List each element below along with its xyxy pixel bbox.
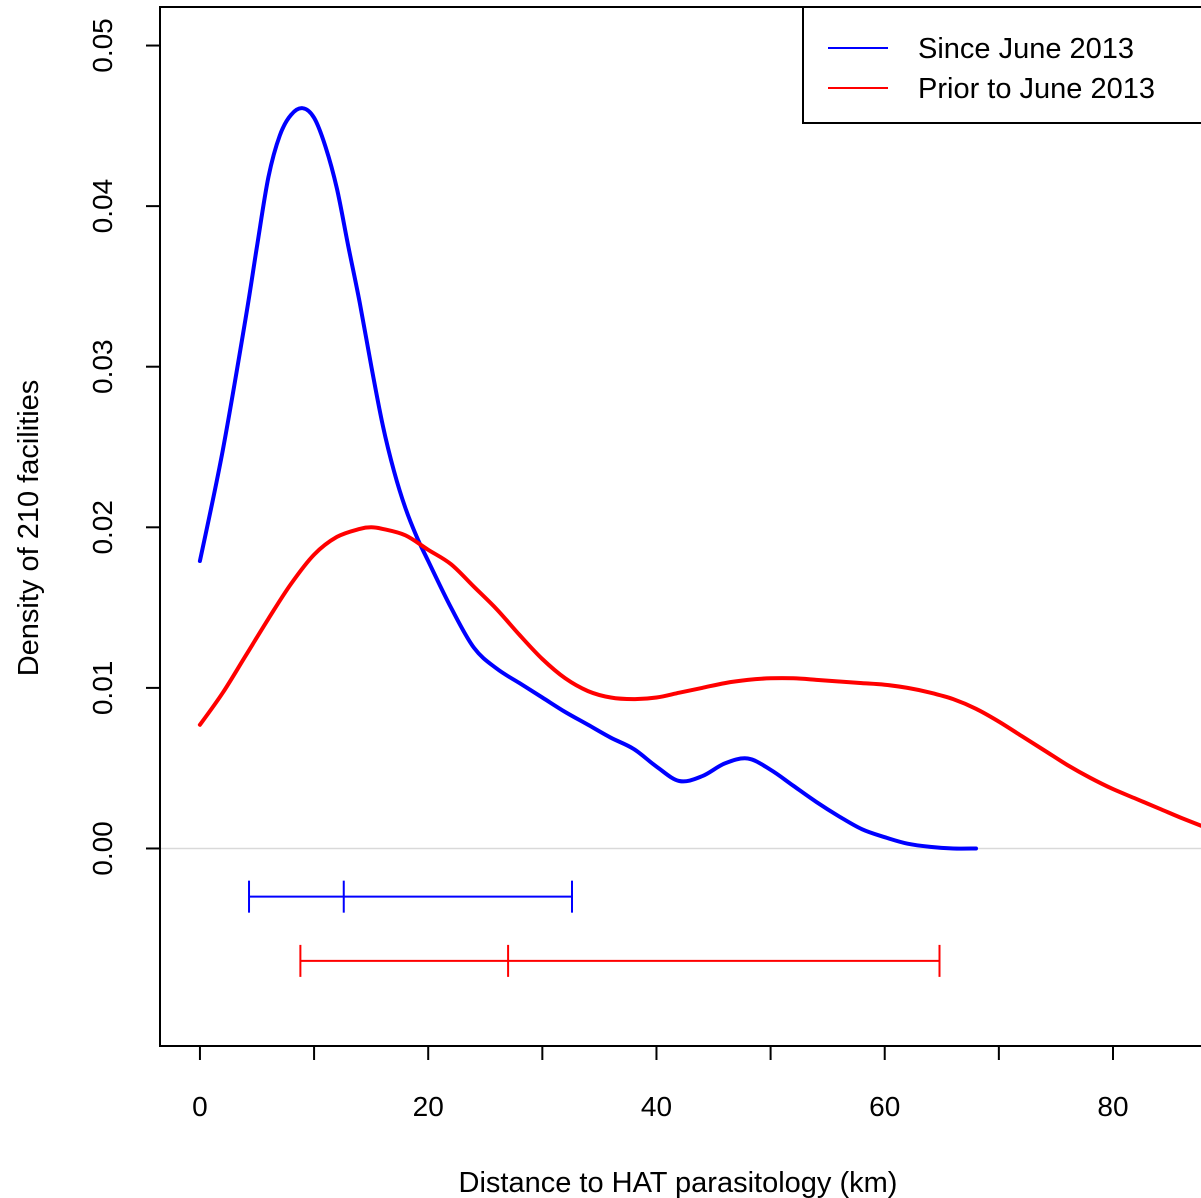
x-tick-label: 20 xyxy=(413,1091,444,1122)
legend-label-prior: Prior to June 2013 xyxy=(918,73,1155,105)
interval-bars xyxy=(248,880,941,977)
legend: Since June 2013 Prior to June 2013 xyxy=(802,6,1201,124)
y-axis-title: Density of 210 facilities xyxy=(13,380,45,677)
x-tick-label: 80 xyxy=(1097,1091,1128,1122)
plot-frame xyxy=(159,6,1201,1047)
legend-label-since: Since June 2013 xyxy=(918,33,1134,65)
y-tick-label: 0.04 xyxy=(87,179,118,234)
x-axis: 0 20 40 60 80 xyxy=(192,1045,1129,1122)
x-tick-label: 60 xyxy=(869,1091,900,1122)
y-tick-label: 0.01 xyxy=(87,661,118,716)
y-tick-label: 0.00 xyxy=(87,821,118,876)
series-line-since-june-2013 xyxy=(197,106,978,851)
y-tick-label: 0.05 xyxy=(87,18,118,73)
series-line-prior-to-june-2013 xyxy=(197,525,1201,828)
y-axis: 0.00 0.01 0.02 0.03 0.04 0.05 xyxy=(87,18,161,876)
legend-box xyxy=(802,6,1201,124)
density-curves xyxy=(197,106,1201,851)
y-tick-label: 0.02 xyxy=(87,500,118,555)
x-tick-label: 40 xyxy=(641,1091,672,1122)
x-tick-label: 0 xyxy=(192,1091,208,1122)
x-axis-title: Distance to HAT parasitology (km) xyxy=(459,1167,898,1198)
y-tick-label: 0.03 xyxy=(87,339,118,394)
